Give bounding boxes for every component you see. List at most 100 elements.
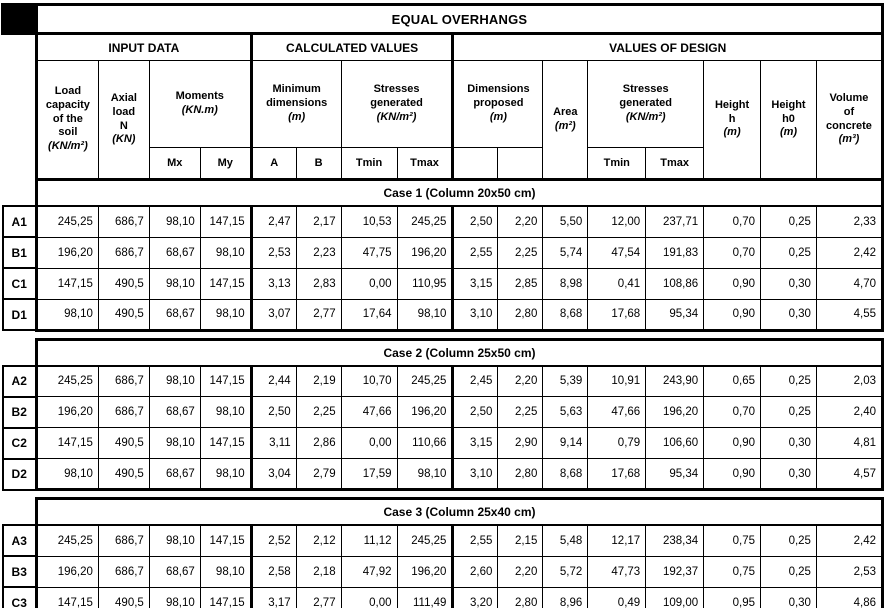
data-cell: 110,95 [396, 267, 454, 300]
data-cell: 5,48 [542, 524, 589, 557]
data-cell: 196,20 [34, 236, 99, 269]
data-cell: 0,30 [760, 267, 817, 300]
data-cell: 686,7 [97, 396, 150, 428]
data-cell: 68,67 [148, 458, 201, 491]
data-cell: 0,90 [703, 298, 762, 332]
data-cell: 47,75 [340, 236, 398, 269]
col-header-stresses-design: Stresses generated (KN/m²) [587, 60, 705, 148]
subcol-b-min: B [295, 147, 342, 180]
data-cell: 4,57 [815, 458, 884, 491]
data-cell: 2,19 [295, 365, 342, 397]
data-cell: 0,65 [703, 365, 762, 397]
data-cell: 2,50 [249, 396, 297, 428]
data-cell: 5,74 [542, 236, 589, 269]
data-cell: 0,41 [587, 267, 647, 300]
data-cell: 2,80 [497, 298, 544, 332]
data-cell: 2,42 [815, 236, 884, 269]
col-header-dimensions-proposed: Dimensions proposed (m) [451, 60, 544, 148]
data-cell: 0,70 [703, 205, 762, 238]
data-cell: 147,15 [199, 427, 252, 459]
data-cell: 0,25 [760, 555, 817, 588]
col-header-volume: Volume of concrete (m³) [815, 60, 884, 180]
data-cell: 98,10 [396, 298, 454, 332]
data-cell: 0,25 [760, 524, 817, 557]
data-cell: 2,20 [497, 555, 544, 588]
data-cell: 2,79 [295, 458, 342, 491]
case-section: Case 3 (Column 25x40 cm) A3 245,25 686,7 98,… [1, 489, 884, 608]
data-cell: 686,7 [97, 236, 150, 269]
data-cell: 196,20 [396, 396, 454, 428]
data-cell: 98,10 [148, 365, 201, 397]
data-cell: 0,00 [340, 427, 398, 459]
case-section: Case 1 (Column 20x50 cm) A1 245,25 686,7 98,… [1, 178, 884, 332]
header-unit: (KN) [112, 133, 136, 146]
data-cell: 17,68 [587, 458, 647, 491]
data-cell: 98,10 [148, 427, 201, 459]
data-cell: 2,86 [295, 427, 342, 459]
data-cell: 2,52 [249, 524, 297, 557]
header-unit: (KN/m²) [376, 110, 417, 123]
data-cell: 10,91 [587, 365, 647, 397]
data-cell: 106,60 [645, 427, 705, 459]
label-column-gap [2, 339, 37, 366]
table-row: A3 245,25 686,7 98,10 147,15 2,52 2,12 11,12 245… [1, 524, 884, 557]
header-unit: (m) [489, 110, 507, 123]
data-cell: 10,53 [340, 205, 398, 238]
data-cell: 4,55 [815, 298, 884, 332]
data-cell: 0,70 [703, 236, 762, 269]
data-cell: 98,10 [199, 236, 252, 269]
subcol-tmax-calc: Tmax [396, 147, 454, 180]
table-row: C2 147,15 490,5 98,10 147,15 3,11 2,86 0,00 110,… [1, 426, 884, 460]
data-cell: 98,10 [396, 458, 454, 491]
header-unit: (m³) [838, 133, 860, 146]
data-cell: 191,83 [645, 236, 705, 269]
data-cell: 147,15 [199, 267, 252, 300]
data-cell: 2,40 [815, 396, 884, 428]
col-header-stresses-calculated: Stresses generated (KN/m²) [340, 60, 454, 148]
data-cell: 0,75 [703, 555, 762, 588]
data-cell: 5,63 [542, 396, 589, 428]
header-unit: (m) [288, 110, 306, 123]
data-cell: 0,25 [760, 396, 817, 428]
label-column-gap [2, 498, 37, 525]
data-cell: 4,70 [815, 267, 884, 300]
header-text: Volume of concrete [826, 92, 872, 132]
data-cell: 108,86 [645, 267, 705, 300]
data-cell: 2,55 [451, 524, 499, 557]
data-cell: 490,5 [97, 458, 150, 491]
header-text: Load capacity of the soil [45, 85, 90, 139]
data-cell: 2,77 [295, 298, 342, 332]
data-cell: 8,68 [542, 458, 589, 491]
header-text: Moments [175, 90, 224, 103]
data-cell: 2,17 [295, 205, 342, 238]
data-cell: 98,10 [199, 458, 252, 491]
label-column-gap [2, 33, 37, 61]
data-cell: 0,25 [760, 365, 817, 397]
data-cell: 98,10 [199, 298, 252, 332]
col-header-height-h: Height h (m) [703, 60, 762, 180]
data-cell: 0,00 [340, 586, 398, 608]
subcol-tmax-design: Tmax [645, 147, 705, 180]
data-cell: 2,53 [815, 555, 884, 588]
data-cell: 98,10 [148, 267, 201, 300]
data-cell: 147,15 [199, 586, 252, 608]
data-cell: 0,30 [760, 298, 817, 332]
data-cell: 68,67 [148, 298, 201, 332]
label-column-gap [2, 179, 37, 206]
data-cell: 238,34 [645, 524, 705, 557]
table-row: D1 98,10 490,5 68,67 98,10 3,07 2,77 17,64 98,10… [1, 298, 884, 332]
data-cell: 2,80 [497, 586, 544, 608]
data-cell: 147,15 [199, 205, 252, 238]
section-gap [2, 489, 883, 499]
data-cell: 5,50 [542, 205, 589, 238]
section-gap-row [2, 330, 883, 339]
data-cell: 237,71 [645, 205, 705, 238]
subcol-my: My [199, 147, 252, 180]
data-cell: 490,5 [97, 298, 150, 332]
header-text: Dimensions proposed [467, 83, 530, 110]
data-cell: 68,67 [148, 236, 201, 269]
data-cell: 0,25 [760, 236, 817, 269]
data-cell: 0,30 [760, 586, 817, 608]
data-cell: 0,30 [760, 427, 817, 459]
data-cell: 47,73 [587, 555, 647, 588]
